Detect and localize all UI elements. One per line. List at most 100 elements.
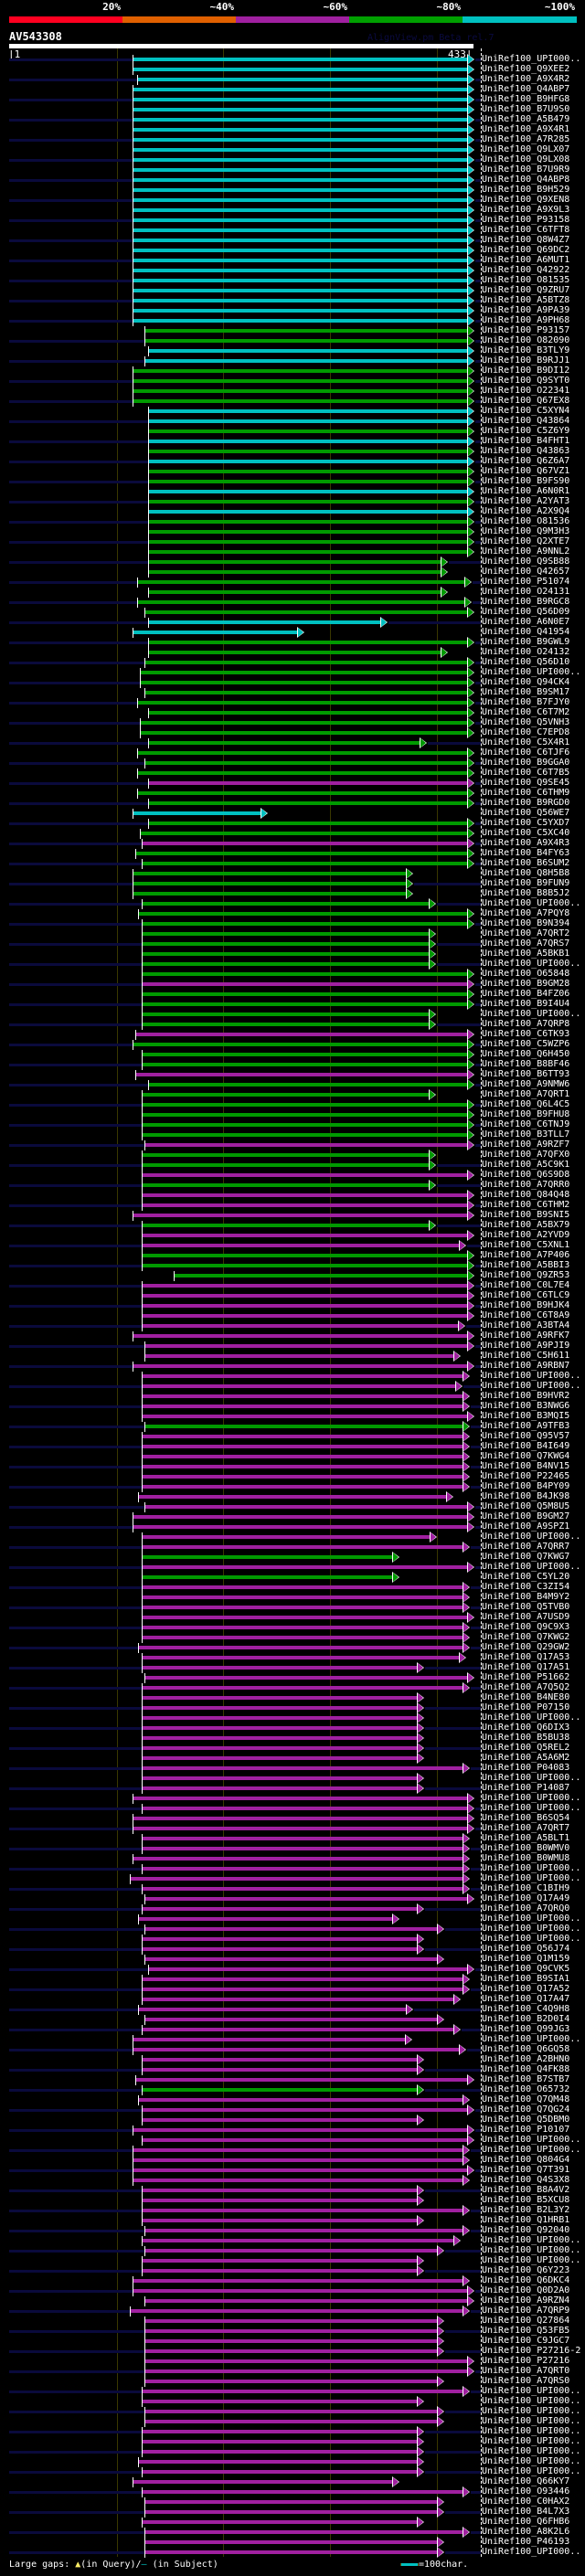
alignment-bar[interactable]: [140, 832, 469, 835]
alignment-bar[interactable]: [147, 500, 469, 504]
hit-label[interactable]: UniRef100_UPI000..: [482, 1934, 581, 1944]
alignment-bar[interactable]: [133, 2048, 460, 2051]
alignment-bar[interactable]: [133, 2158, 464, 2162]
alignment-bar[interactable]: [141, 1545, 464, 1549]
alignment-bar[interactable]: [133, 188, 469, 192]
alignment-bar[interactable]: [141, 1756, 418, 1760]
alignment-bar[interactable]: [133, 319, 469, 323]
alignment-bar[interactable]: [144, 1425, 464, 1428]
alignment-bar[interactable]: [141, 1093, 430, 1097]
alignment-bar[interactable]: [141, 1766, 464, 1770]
alignment-bar[interactable]: [141, 1726, 418, 1730]
alignment-bar[interactable]: [136, 701, 469, 705]
hit-label[interactable]: UniRef100_A9RZF7: [482, 1140, 570, 1150]
hit-label[interactable]: UniRef100_Q6DKC4: [482, 2275, 570, 2285]
hit-label[interactable]: UniRef100_O93446: [482, 2486, 570, 2496]
alignment-bar[interactable]: [141, 1153, 430, 1157]
hit-label[interactable]: UniRef100_UPI000..: [482, 1913, 581, 1924]
hit-label[interactable]: UniRef100_B4JK98: [482, 1491, 570, 1501]
alignment-bar[interactable]: [141, 1023, 430, 1026]
hit-label[interactable]: UniRef100_A9RFK7: [482, 1330, 570, 1341]
hit-label[interactable]: UniRef100_B3MQI5: [482, 1411, 570, 1421]
alignment-bar[interactable]: [141, 2118, 418, 2122]
hit-label[interactable]: UniRef100_C5H611: [482, 1351, 570, 1361]
alignment-bar[interactable]: [144, 2329, 439, 2333]
hit-label[interactable]: UniRef100_UPI000..: [482, 1562, 581, 1572]
alignment-bar[interactable]: [138, 2098, 464, 2102]
alignment-bar[interactable]: [133, 811, 262, 815]
alignment-bar[interactable]: [140, 681, 469, 684]
alignment-bar[interactable]: [147, 590, 441, 594]
alignment-bar[interactable]: [144, 691, 469, 694]
alignment-bar[interactable]: [141, 1445, 464, 1448]
alignment-bar[interactable]: [133, 1214, 469, 1217]
hit-label[interactable]: UniRef100_Q7QG24: [482, 2104, 570, 2115]
hit-label[interactable]: UniRef100_A9X4R2: [482, 74, 570, 84]
alignment-bar[interactable]: [133, 178, 469, 182]
alignment-bar[interactable]: [141, 1374, 464, 1378]
hit-label[interactable]: UniRef100_P04083: [482, 1763, 570, 1773]
hit-label[interactable]: UniRef100_A7QFX0: [482, 1150, 570, 1160]
hit-label[interactable]: UniRef100_A5A6M2: [482, 1753, 570, 1763]
alignment-bar[interactable]: [141, 2400, 418, 2403]
hit-label[interactable]: UniRef100_O24132: [482, 647, 570, 657]
alignment-bar[interactable]: [141, 1706, 418, 1710]
hit-label[interactable]: UniRef100_P93158: [482, 215, 570, 225]
alignment-bar[interactable]: [133, 269, 469, 272]
hit-label[interactable]: UniRef100_P10107: [482, 2125, 570, 2135]
hit-label[interactable]: UniRef100_Q1M159: [482, 1954, 570, 1964]
alignment-bar[interactable]: [147, 801, 469, 805]
hit-label[interactable]: UniRef100_A7QRQ0: [482, 1903, 570, 1913]
alignment-bar[interactable]: [141, 2189, 418, 2192]
hit-label[interactable]: UniRef100_Q56D09: [482, 607, 570, 617]
hit-label[interactable]: UniRef100_O81536: [482, 516, 570, 526]
alignment-bar[interactable]: [141, 2520, 418, 2524]
alignment-bar[interactable]: [133, 168, 469, 172]
alignment-bar[interactable]: [133, 882, 408, 885]
hit-label[interactable]: UniRef100_B9DI12: [482, 366, 570, 376]
alignment-bar[interactable]: [144, 1897, 469, 1901]
alignment-bar[interactable]: [144, 2550, 439, 2554]
hit-label[interactable]: UniRef100_B5XCU8: [482, 2195, 570, 2205]
hit-label[interactable]: UniRef100_Q56D10: [482, 657, 570, 667]
hit-label[interactable]: UniRef100_Q9LX08: [482, 154, 570, 164]
hit-label[interactable]: UniRef100_Q66KY7: [482, 2476, 570, 2486]
alignment-bar[interactable]: [133, 98, 469, 101]
alignment-bar[interactable]: [141, 1736, 418, 1740]
alignment-bar[interactable]: [134, 852, 469, 855]
alignment-bar[interactable]: [133, 1827, 469, 1830]
hit-label[interactable]: UniRef100_Q9SYT0: [482, 376, 570, 386]
hit-label[interactable]: UniRef100_Q9SE45: [482, 778, 570, 788]
hit-label[interactable]: UniRef100_A5BLT1: [482, 1833, 570, 1843]
hit-label[interactable]: UniRef100_B4I649: [482, 1441, 570, 1451]
alignment-bar[interactable]: [141, 1123, 469, 1127]
alignment-bar[interactable]: [147, 349, 469, 353]
alignment-bar[interactable]: [136, 580, 465, 584]
alignment-bar[interactable]: [144, 2530, 464, 2534]
alignment-bar[interactable]: [133, 259, 469, 262]
hit-label[interactable]: UniRef100_C5YXD7: [482, 818, 570, 828]
alignment-bar[interactable]: [141, 2390, 464, 2393]
alignment-bar[interactable]: [133, 2168, 469, 2172]
hit-label[interactable]: UniRef100_C7EPD8: [482, 727, 570, 737]
alignment-bar[interactable]: [144, 2319, 439, 2323]
alignment-bar[interactable]: [133, 369, 469, 373]
hit-label[interactable]: UniRef100_A7QRR7: [482, 1542, 570, 1552]
alignment-bar[interactable]: [147, 429, 469, 433]
hit-label[interactable]: UniRef100_A2X9Q4: [482, 506, 570, 516]
hit-label[interactable]: UniRef100_O81535: [482, 275, 570, 285]
alignment-bar[interactable]: [141, 1565, 469, 1569]
alignment-bar[interactable]: [144, 359, 469, 363]
hit-label[interactable]: UniRef100_Q5DBM0: [482, 2115, 570, 2125]
alignment-bar[interactable]: [138, 1495, 447, 1499]
hit-label[interactable]: UniRef100_A7QRP8: [482, 1019, 570, 1029]
alignment-bar[interactable]: [133, 2289, 469, 2293]
alignment-bar[interactable]: [141, 1686, 464, 1690]
alignment-bar[interactable]: [141, 1847, 464, 1850]
hit-label[interactable]: UniRef100_UPI000..: [482, 1803, 581, 1813]
alignment-bar[interactable]: [133, 2279, 464, 2283]
alignment-bar[interactable]: [147, 822, 469, 825]
alignment-bar[interactable]: [147, 560, 441, 564]
alignment-bar[interactable]: [141, 952, 430, 956]
hit-label[interactable]: UniRef100_Q6GQ58: [482, 2044, 570, 2054]
